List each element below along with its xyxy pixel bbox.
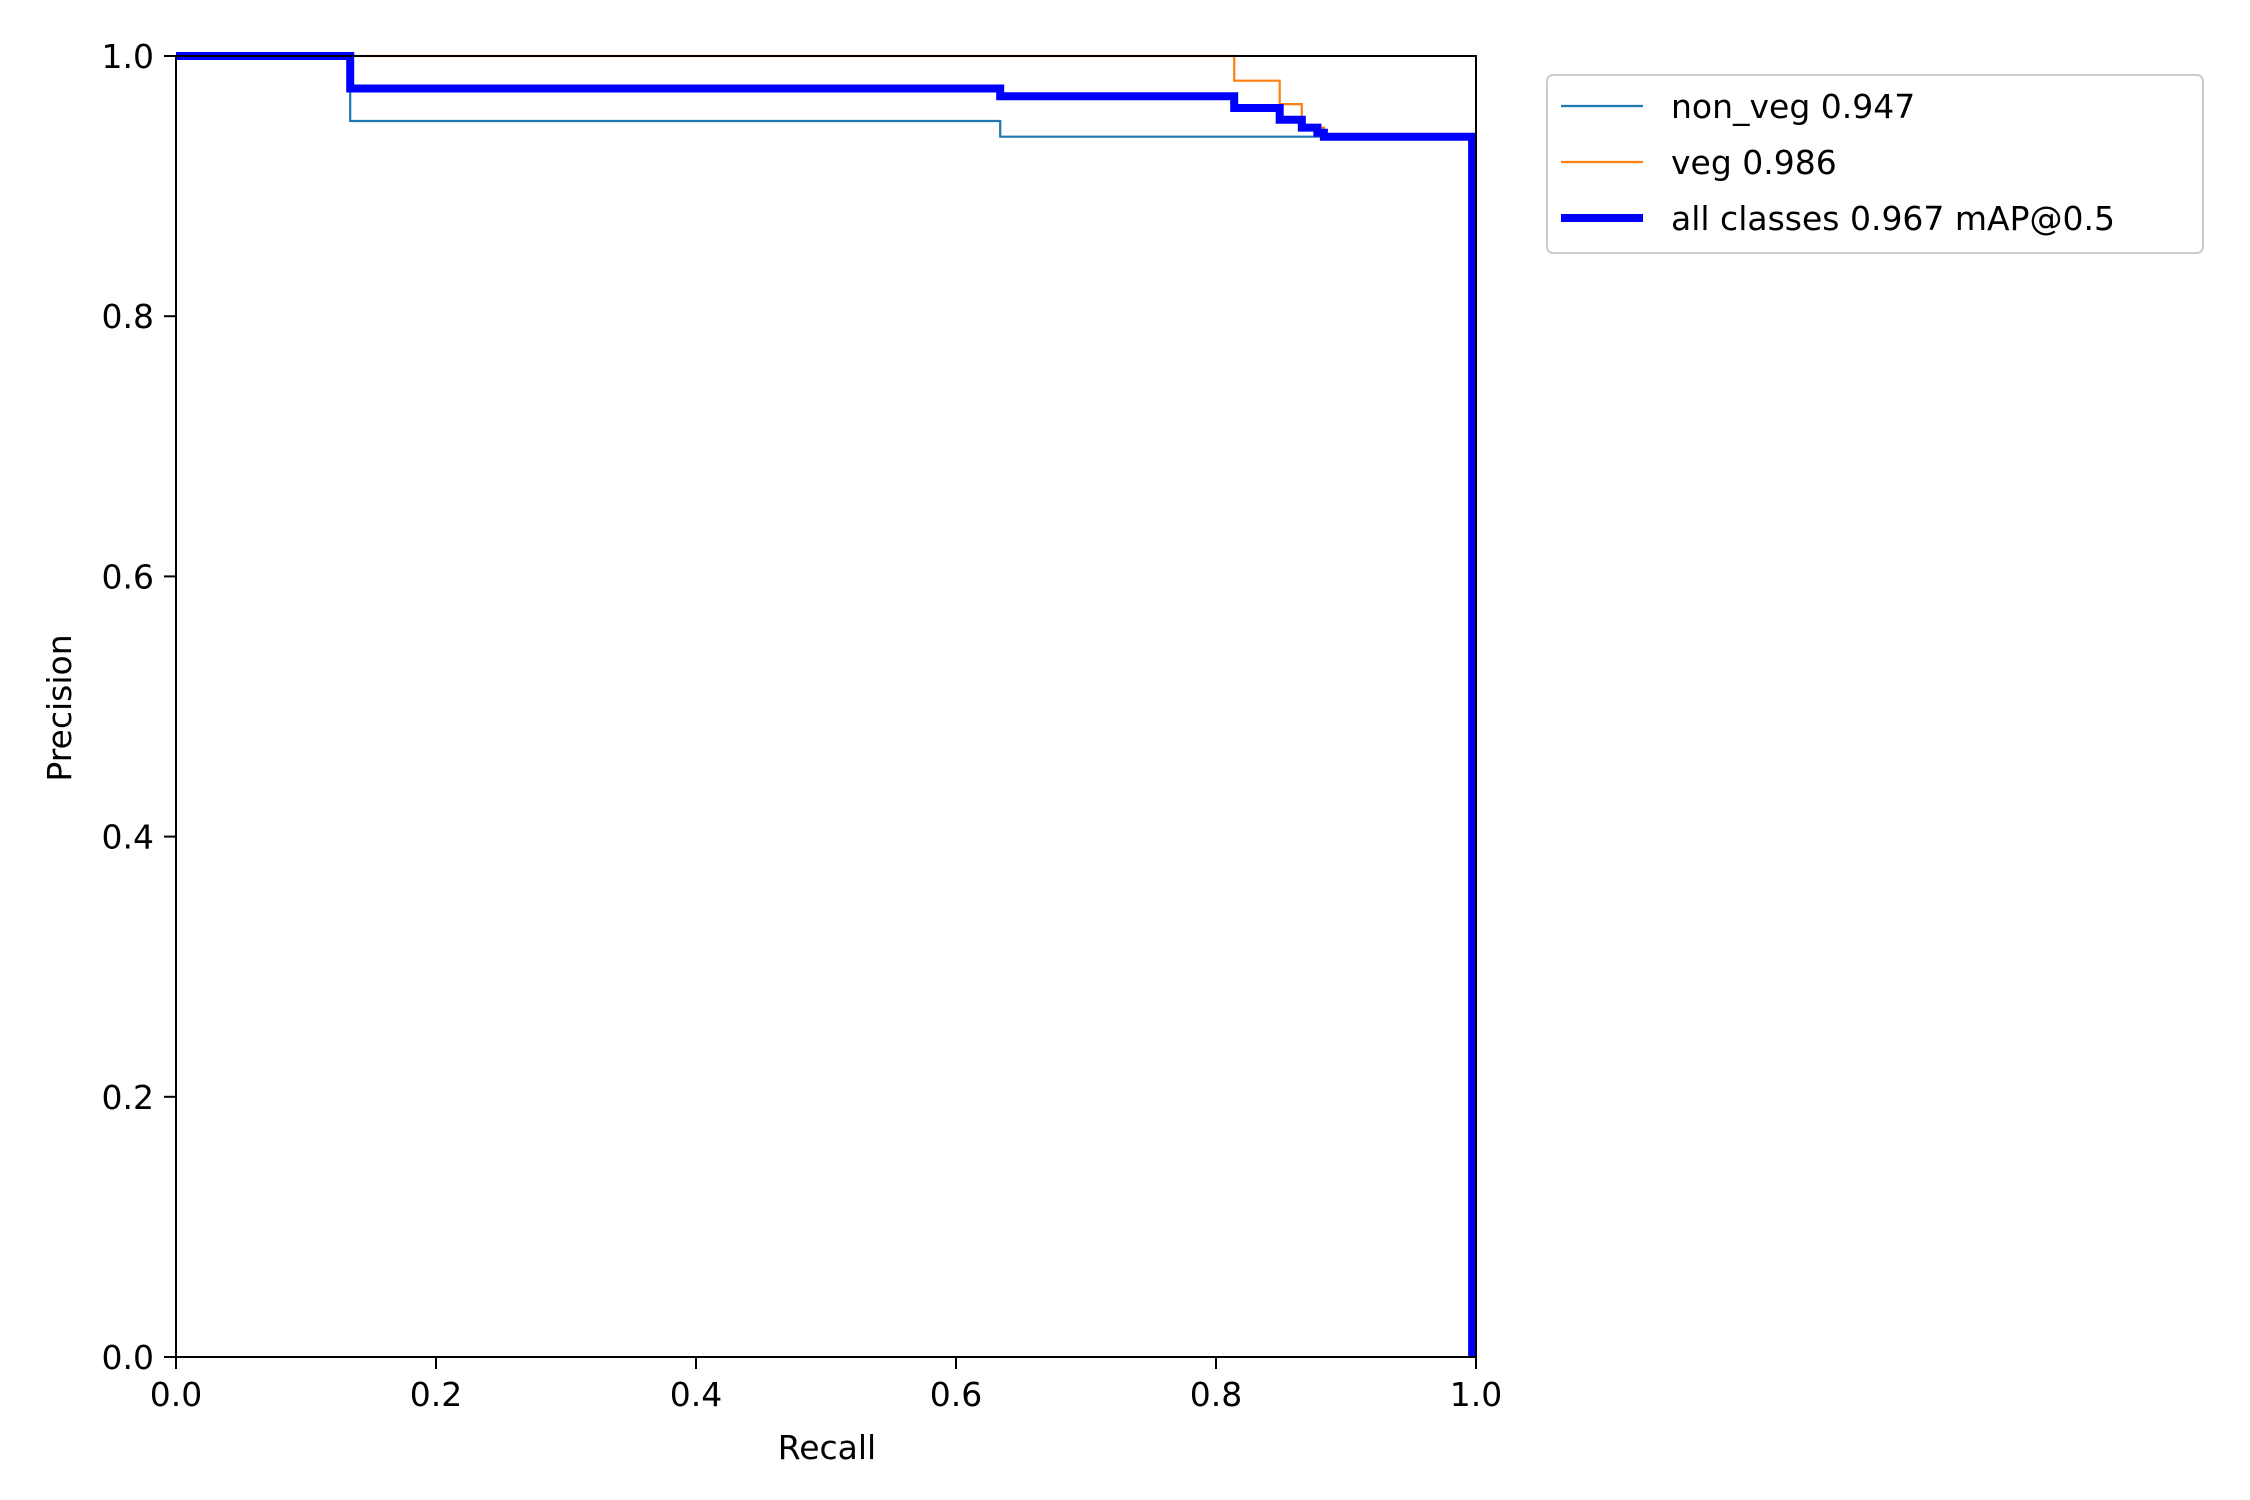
plot-area xyxy=(176,56,1476,1357)
legend-label: veg 0.986 xyxy=(1671,143,1837,182)
x-tick-label: 0.8 xyxy=(1190,1375,1242,1414)
legend-label: non_veg 0.947 xyxy=(1671,87,1915,126)
y-tick-label: 0.2 xyxy=(102,1078,154,1117)
y-tick-label: 0.0 xyxy=(102,1338,154,1377)
y-tick-label: 0.6 xyxy=(102,557,154,596)
legend: non_veg 0.947 veg 0.986 all classes 0.967 … xyxy=(1546,74,2204,254)
x-tick-label: 1.0 xyxy=(1450,1375,1502,1414)
x-tick-label: 0.6 xyxy=(930,1375,982,1414)
plot-background xyxy=(176,56,1476,1357)
axes: 0.0 0.2 0.4 0.6 0.8 1.0 0.0 0.2 0.4 0.6 0.8 1.0 xyxy=(102,37,1503,1414)
series-line-2 xyxy=(176,52,1477,1357)
y-axis-label: Precision xyxy=(40,634,79,781)
x-axis-label: Recall xyxy=(778,1428,876,1467)
y-tick-label: 1.0 xyxy=(102,37,154,76)
legend-label: all classes 0.967 mAP@0.5 xyxy=(1671,199,2115,238)
legend-box xyxy=(1546,74,2204,254)
x-tick-label: 0.0 xyxy=(150,1375,202,1414)
x-tick-label: 0.4 xyxy=(670,1375,722,1414)
y-tick-label: 0.8 xyxy=(102,297,154,336)
x-tick-label: 0.2 xyxy=(410,1375,462,1414)
axes-frame xyxy=(175,55,1477,1358)
y-tick-label: 0.4 xyxy=(102,818,154,857)
